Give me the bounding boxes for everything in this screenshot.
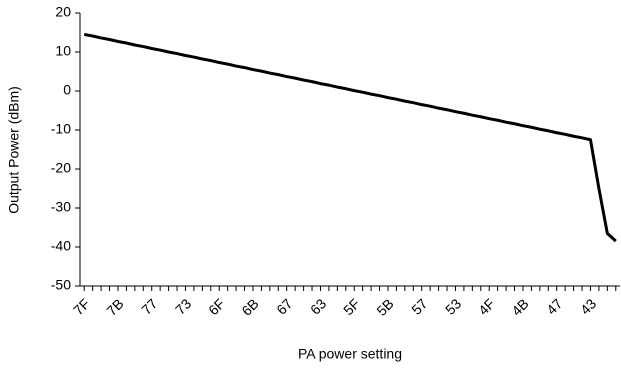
y-axis-title: Output Power (dBm) [6, 86, 22, 214]
y-tick-label: -30 [51, 199, 71, 215]
x-tick-label: 4F [475, 295, 498, 318]
y-tick-label: -10 [51, 121, 71, 137]
y-tick-label: 20 [55, 4, 71, 20]
y-tick-label: 0 [63, 82, 71, 98]
x-tick-label: 5B [373, 295, 396, 318]
y-tick-label: -50 [51, 277, 71, 293]
y-tick-label: -20 [51, 160, 71, 176]
y-tick-label: 10 [55, 43, 71, 59]
x-axis-title: PA power setting [298, 346, 402, 362]
x-tick-label: 43 [577, 295, 599, 317]
x-tick-label: 73 [172, 295, 194, 317]
x-tick-label: 6B [238, 295, 261, 318]
x-tick-label: 7B [103, 295, 126, 318]
x-tick-label: 63 [307, 295, 329, 317]
y-tick-label: -40 [51, 238, 71, 254]
data-line [83, 32, 617, 243]
x-tick-label: 6F [205, 295, 228, 318]
x-tick-label: 57 [408, 295, 430, 317]
x-tick-label: 77 [138, 295, 160, 317]
x-tick-label: 7F [70, 295, 93, 318]
x-tick-label: 47 [543, 295, 565, 317]
x-tick-label: 53 [442, 295, 464, 317]
x-tick-label: 5F [340, 295, 363, 318]
x-tick-label: 67 [273, 295, 295, 317]
x-tick-label: 4B [508, 295, 531, 318]
